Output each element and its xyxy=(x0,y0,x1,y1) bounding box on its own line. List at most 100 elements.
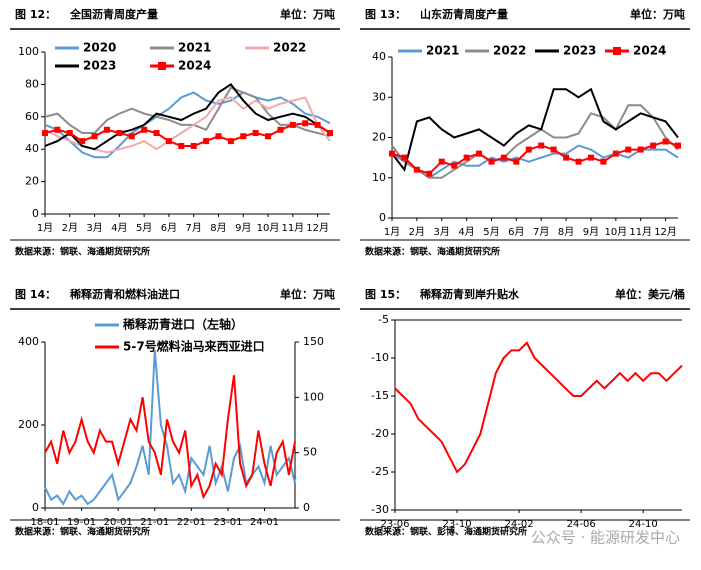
x-tick-label: 9月 xyxy=(235,222,251,234)
x-tick-label: 1月 xyxy=(384,226,400,238)
y-tick-label: 0 xyxy=(32,207,39,220)
y2-tick-label: 0 xyxy=(303,501,310,514)
legend-label: 2021 xyxy=(178,41,211,55)
marker xyxy=(91,133,98,140)
marker xyxy=(587,154,594,161)
legend-marker xyxy=(158,62,166,70)
x-tick-label: 5月 xyxy=(483,226,499,238)
legend-label: 2023 xyxy=(563,44,596,58)
marker xyxy=(54,126,61,133)
marker xyxy=(203,138,210,145)
y-tick-label: -15 xyxy=(371,389,389,402)
y-tick-label: 20 xyxy=(25,175,39,188)
x-tick-label: 23-01 xyxy=(213,517,242,528)
x-tick-label: 4月 xyxy=(458,226,474,238)
marker xyxy=(413,166,420,173)
marker xyxy=(575,158,582,165)
chart-title: 全国沥青周度产量 xyxy=(69,7,158,21)
marker xyxy=(215,133,222,140)
x-tick-label: 24-02 xyxy=(505,519,534,530)
y2-tick-label: 50 xyxy=(303,446,317,459)
source-note: 数据来源：钢联、海通期货研究所 xyxy=(365,246,500,258)
y-tick-label: 10 xyxy=(372,171,386,184)
y-tick-label: 100 xyxy=(18,45,39,58)
legend-label: 2020 xyxy=(83,41,116,55)
x-tick-label: 24-06 xyxy=(567,519,596,530)
marker xyxy=(42,130,48,136)
marker xyxy=(79,138,86,145)
x-tick-label: 3月 xyxy=(434,226,450,238)
series-line xyxy=(44,122,331,147)
legend-label: 2024 xyxy=(178,59,211,73)
marker xyxy=(227,138,234,145)
marker xyxy=(463,154,470,161)
x-tick-label: 3月 xyxy=(86,222,102,234)
x-tick-label: 23-06 xyxy=(380,519,409,530)
marker xyxy=(500,154,507,161)
x-tick-label: 4月 xyxy=(111,222,127,234)
chart-title: 稀释沥青和燃料油进口 xyxy=(70,287,180,301)
series-line xyxy=(44,91,331,159)
x-tick-label: 8月 xyxy=(210,222,226,234)
y-tick-label: -30 xyxy=(371,503,389,516)
series-line xyxy=(391,140,679,175)
marker xyxy=(252,130,259,136)
x-tick-label: 11月 xyxy=(629,226,652,238)
watermark: 公众号 · 能源研发中心 xyxy=(531,529,680,547)
marker xyxy=(103,126,110,133)
y2-tick-label: 150 xyxy=(303,335,324,348)
unit-label: 单位：万吨 xyxy=(630,7,685,21)
marker xyxy=(327,130,333,136)
marker xyxy=(625,146,632,153)
x-tick-label: 1月 xyxy=(37,222,53,234)
y-tick-label: -25 xyxy=(371,465,389,478)
x-tick-label: 5月 xyxy=(136,222,152,234)
unit-label: 单位：万吨 xyxy=(280,7,335,21)
y-tick-label: 60 xyxy=(25,110,39,123)
marker xyxy=(401,154,408,161)
y-tick-label: 40 xyxy=(372,50,386,63)
marker xyxy=(662,138,669,145)
x-tick-label: 10月 xyxy=(604,226,627,238)
series-line xyxy=(394,341,683,474)
y-tick-label: -20 xyxy=(371,427,389,440)
marker xyxy=(178,142,185,149)
marker xyxy=(302,120,309,127)
y-tick-label: 40 xyxy=(25,142,39,155)
x-tick-label: 2月 xyxy=(409,226,425,238)
marker xyxy=(289,121,296,128)
x-tick-label: 12月 xyxy=(306,222,329,234)
marker xyxy=(153,130,160,136)
series-line xyxy=(44,375,296,500)
marker xyxy=(165,138,172,145)
marker xyxy=(513,158,520,165)
x-tick-label: 7月 xyxy=(186,222,202,234)
x-tick-label: 11月 xyxy=(281,222,304,234)
series-line xyxy=(391,87,679,172)
legend-label: 2022 xyxy=(493,44,526,58)
x-tick-label: 23-10 xyxy=(443,519,472,530)
y-tick-label: 20 xyxy=(372,131,386,144)
x-tick-label: 9月 xyxy=(583,226,599,238)
marker xyxy=(389,150,395,157)
x-tick-label: 20-01 xyxy=(104,517,133,528)
x-tick-label: 6月 xyxy=(161,222,177,234)
marker xyxy=(525,146,532,153)
marker xyxy=(265,133,272,140)
y-tick-label: -10 xyxy=(371,351,389,364)
x-tick-label: 12月 xyxy=(654,226,677,238)
source-note: 数据来源：钢联、海通期货研究所 xyxy=(15,246,150,258)
legend-label: 2022 xyxy=(273,41,306,55)
source-note: 数据来源：钢联、彭博、海通期货研究所 xyxy=(365,526,527,538)
marker xyxy=(612,150,619,157)
legend-label: 2023 xyxy=(83,59,116,73)
marker xyxy=(637,146,644,153)
figure-label: 图 13： xyxy=(365,8,406,21)
marker xyxy=(314,121,321,128)
marker xyxy=(600,158,607,165)
x-tick-label: 7月 xyxy=(533,226,549,238)
figure-label: 图 14： xyxy=(15,288,56,301)
marker xyxy=(438,158,445,165)
y-tick-label: 0 xyxy=(32,501,39,514)
